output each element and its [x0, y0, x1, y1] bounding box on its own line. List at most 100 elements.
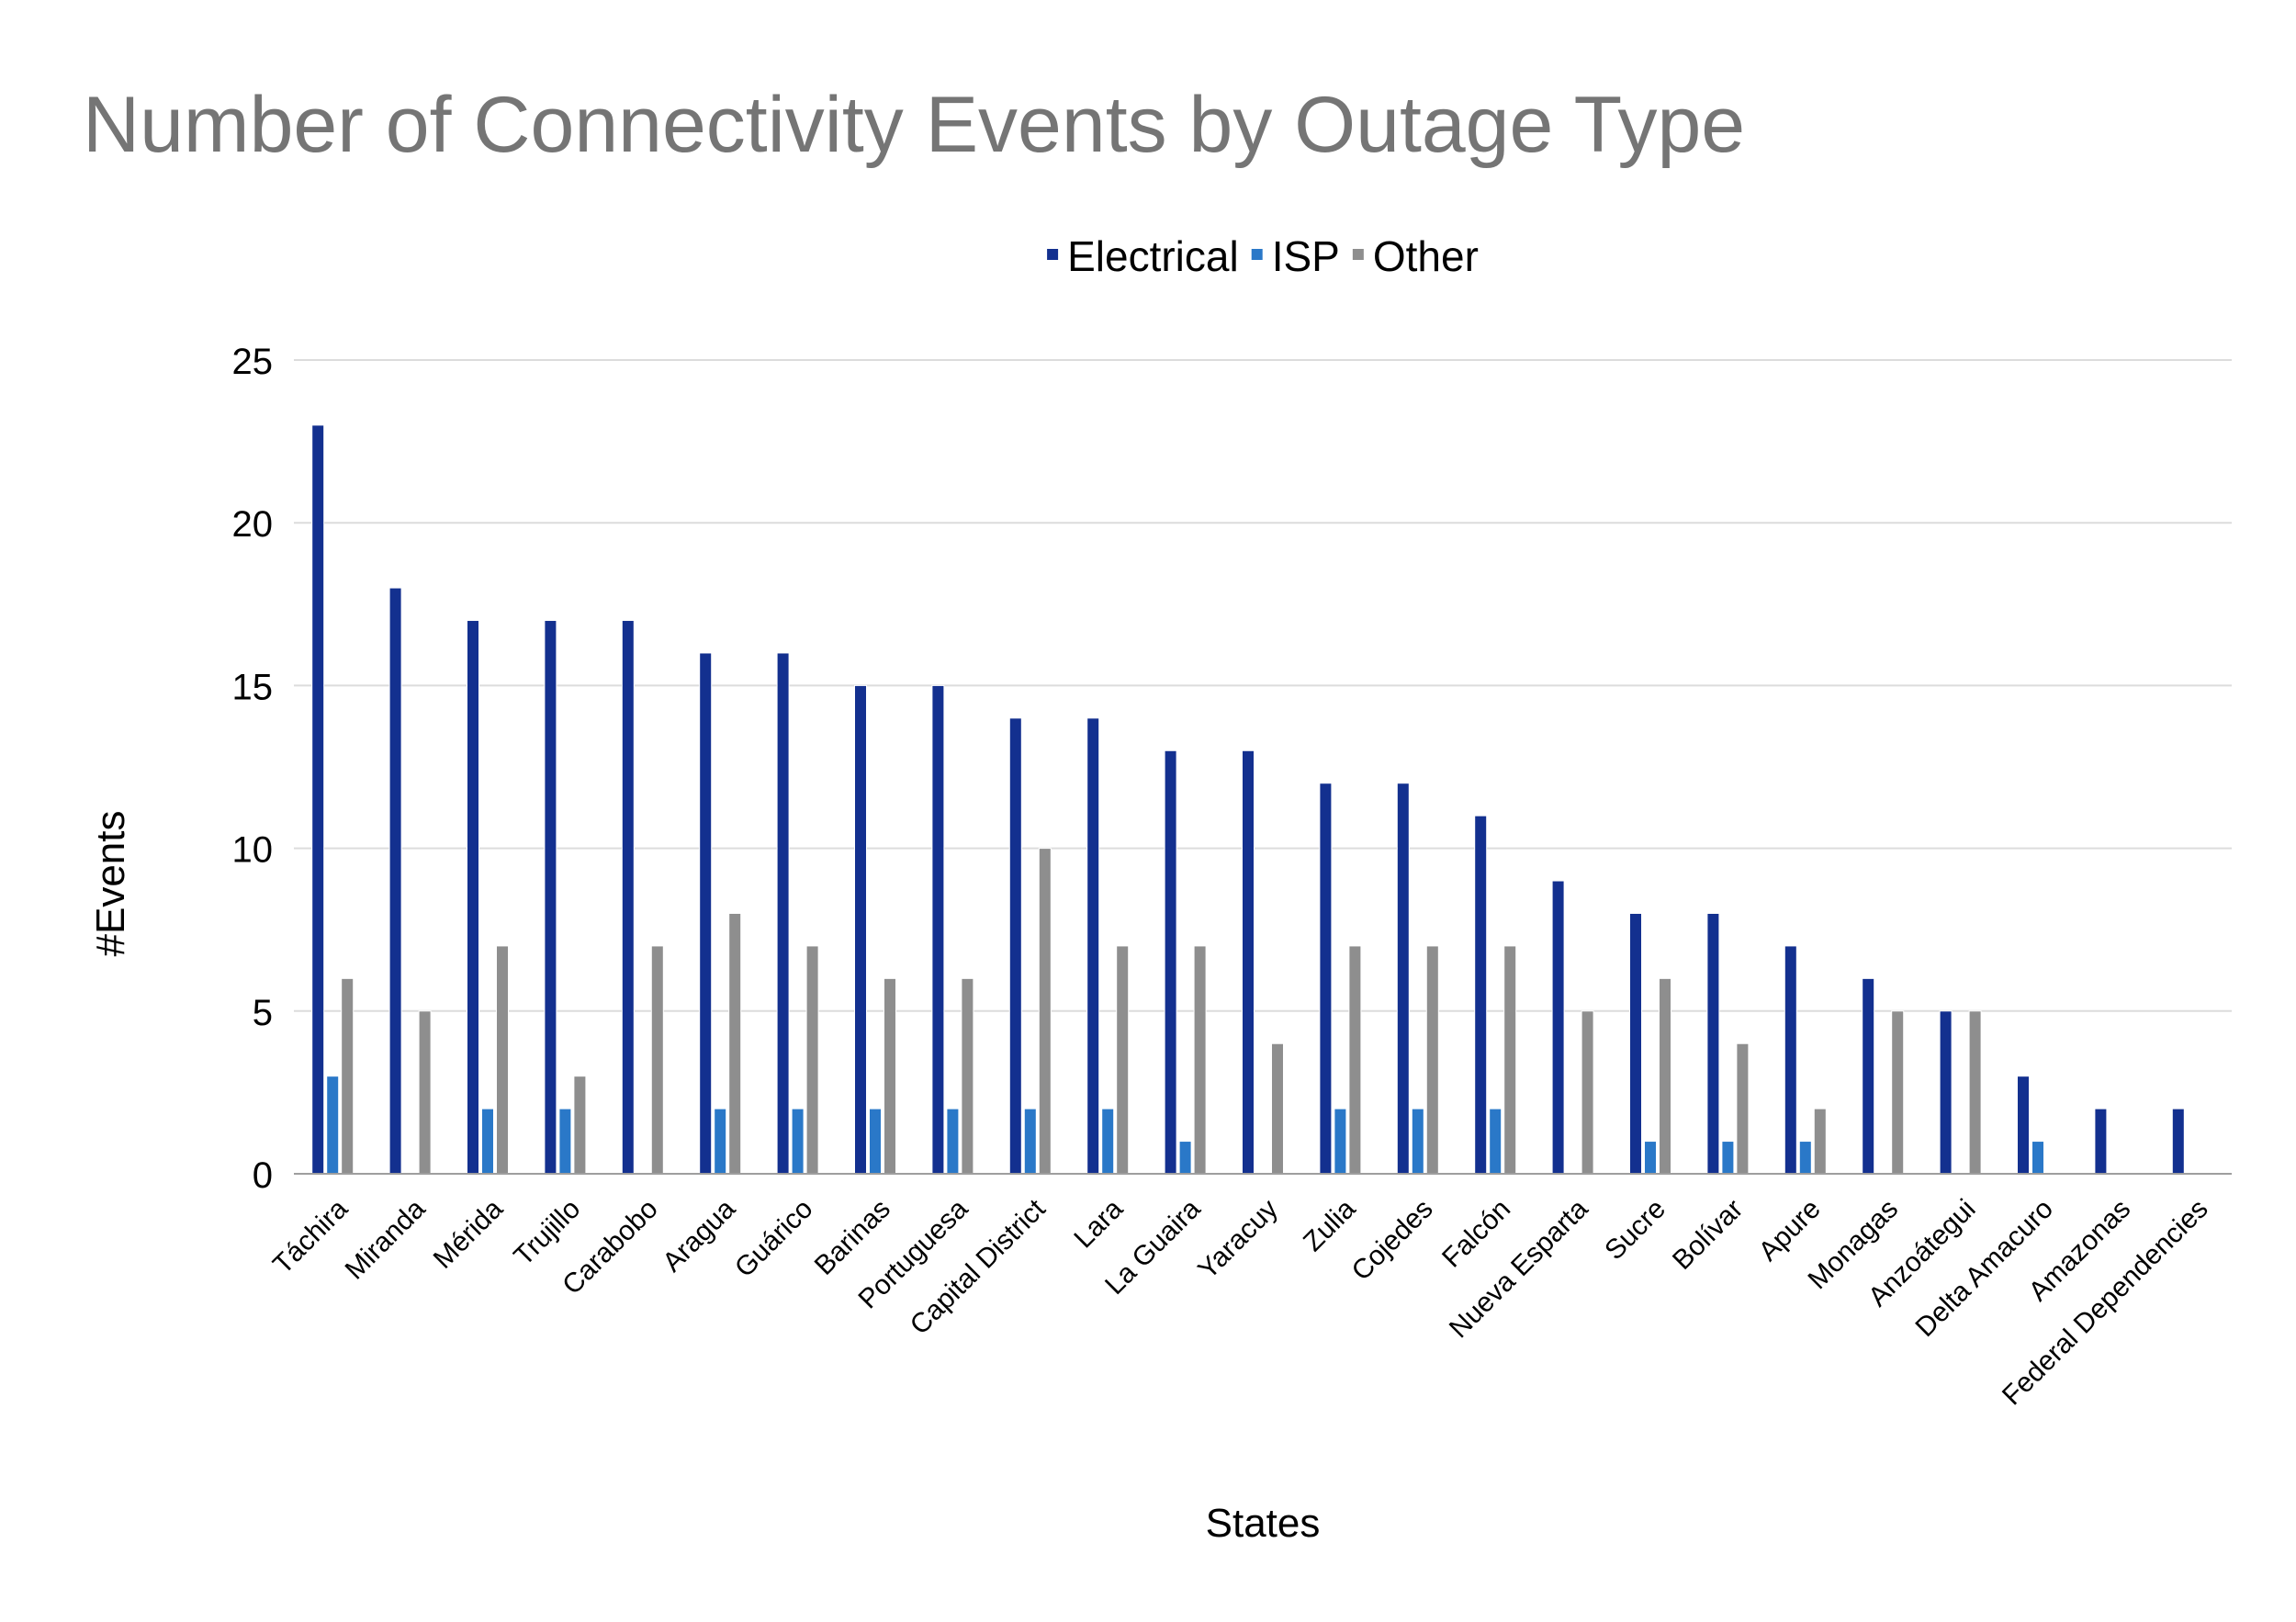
bar-other-7	[884, 977, 896, 1175]
bar-other-14	[1425, 945, 1439, 1175]
x-tick-label: Cojedes	[1346, 1194, 1439, 1287]
x-tick-label: Yaracuy	[1192, 1194, 1284, 1286]
y-axis-label: #Events	[88, 811, 133, 957]
bar-electrical-14	[1396, 783, 1410, 1175]
bar-electrical-6	[776, 652, 790, 1175]
x-tick-label: Delta Amacuro	[1909, 1194, 2058, 1343]
bar-other-20	[1891, 1010, 1905, 1175]
bar-isp-2	[481, 1108, 494, 1175]
y-tick-label: 5	[253, 993, 273, 1033]
x-tick-label: Sucre	[1599, 1194, 1671, 1267]
bar-electrical-19	[1784, 945, 1797, 1175]
bar-isp-3	[558, 1108, 572, 1175]
bar-electrical-10	[1086, 717, 1100, 1175]
bar-electrical-1	[388, 587, 402, 1175]
legend-swatch-isp	[1251, 249, 1263, 260]
bar-isp-10	[1101, 1108, 1115, 1175]
y-tick-label: 10	[232, 830, 274, 871]
bar-electrical-4	[621, 620, 635, 1175]
bar-electrical-8	[931, 684, 945, 1175]
bar-electrical-11	[1164, 749, 1177, 1175]
x-tick-label: Miranda	[340, 1193, 432, 1285]
x-tick-label: Aragua	[657, 1193, 741, 1278]
bar-electrical-21	[1939, 1010, 1953, 1175]
bar-isp-18	[1721, 1141, 1735, 1175]
x-tick-label: Bolívar	[1667, 1194, 1749, 1276]
bar-electrical-13	[1319, 783, 1333, 1175]
bar-electrical-5	[699, 652, 713, 1175]
bar-electrical-24	[2171, 1108, 2185, 1175]
x-tick-label: Apure	[1753, 1194, 1827, 1267]
bar-electrical-17	[1629, 912, 1642, 1175]
x-tick-label: Trujillo	[508, 1194, 586, 1272]
bar-other-3	[573, 1076, 587, 1175]
bar-other-6	[805, 945, 819, 1175]
x-tick-label: Guárico	[729, 1194, 819, 1284]
bar-electrical-22	[2017, 1076, 2030, 1175]
x-axis-label: States	[1206, 1501, 1321, 1546]
bar-electrical-20	[1862, 977, 1875, 1175]
bar-other-19	[1813, 1108, 1827, 1175]
chart-title: Number of Connectivity Events by Outage …	[83, 81, 1745, 169]
bar-isp-14	[1411, 1108, 1424, 1175]
x-tick-label: Capital District	[905, 1193, 1052, 1341]
bar-isp-13	[1334, 1108, 1347, 1175]
bar-isp-22	[2032, 1141, 2044, 1175]
bar-other-12	[1271, 1042, 1284, 1175]
bar-other-18	[1736, 1042, 1750, 1175]
legend-swatch-electrical	[1047, 249, 1059, 260]
legend-label-electrical: Electrical	[1067, 232, 1239, 280]
bar-isp-6	[791, 1108, 805, 1175]
bar-electrical-9	[1008, 717, 1022, 1175]
bar-isp-7	[869, 1108, 882, 1175]
y-tick-label: 0	[253, 1155, 273, 1196]
bar-other-17	[1659, 977, 1671, 1175]
bar-other-11	[1193, 945, 1207, 1175]
x-tick-label: Lara	[1068, 1193, 1129, 1254]
bar-isp-9	[1023, 1108, 1037, 1175]
bar-electrical-3	[544, 620, 557, 1175]
bar-electrical-15	[1474, 815, 1488, 1175]
bar-other-5	[728, 912, 742, 1175]
y-tick-label: 20	[232, 504, 274, 545]
bar-electrical-12	[1242, 749, 1255, 1175]
bar-other-2	[496, 945, 509, 1175]
gridlines	[294, 359, 2232, 1012]
bar-other-8	[961, 977, 974, 1175]
x-tick-label: Táchira	[267, 1193, 354, 1279]
y-axis-ticks: 0 5 10 15 20 25	[232, 342, 274, 1196]
legend: Electrical ISP Other	[1047, 232, 1479, 280]
bar-isp-0	[326, 1076, 340, 1175]
bar-electrical-0	[311, 424, 325, 1175]
bar-isp-8	[946, 1108, 960, 1175]
bar-isp-15	[1489, 1108, 1503, 1175]
bar-other-21	[1968, 1010, 1982, 1175]
bar-other-9	[1038, 848, 1052, 1175]
x-tick-label: Zulia	[1298, 1193, 1362, 1257]
bar-isp-5	[714, 1108, 727, 1175]
bar-other-4	[650, 945, 664, 1175]
bars	[311, 424, 2185, 1175]
bar-isp-11	[1178, 1141, 1192, 1175]
legend-label-other: Other	[1373, 232, 1479, 280]
bar-other-15	[1503, 945, 1517, 1175]
x-tick-label: Mérida	[428, 1193, 509, 1274]
bar-other-13	[1348, 945, 1362, 1175]
bar-electrical-7	[854, 684, 867, 1175]
x-tick-label: Nueva Esparta	[1444, 1193, 1594, 1344]
bar-electrical-18	[1706, 912, 1720, 1175]
bar-electrical-16	[1551, 880, 1565, 1175]
bar-isp-17	[1644, 1141, 1657, 1175]
bar-other-10	[1116, 945, 1130, 1175]
bar-other-16	[1581, 1010, 1594, 1175]
legend-swatch-other	[1352, 249, 1364, 260]
bar-electrical-2	[467, 620, 479, 1175]
y-tick-label: 25	[232, 342, 274, 382]
bar-other-1	[418, 1010, 432, 1175]
bar-electrical-23	[2094, 1108, 2108, 1175]
legend-label-isp: ISP	[1272, 232, 1340, 280]
y-tick-label: 15	[232, 667, 274, 707]
